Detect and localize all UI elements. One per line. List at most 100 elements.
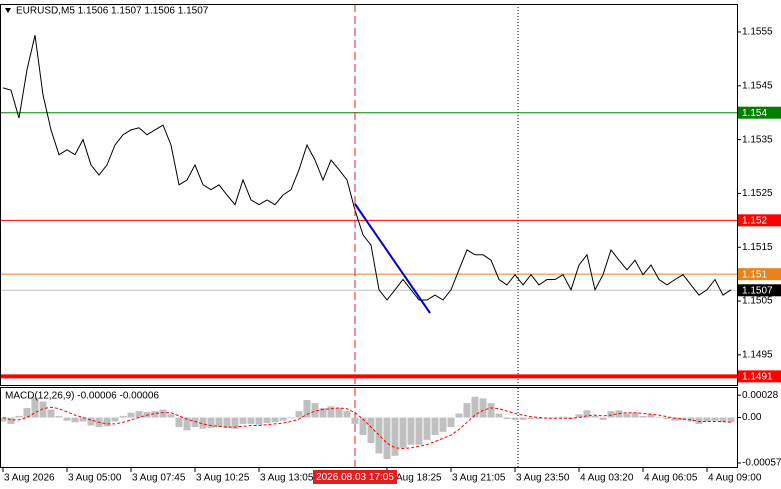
layer	[0, 4, 737, 467]
macd-bar	[655, 416, 663, 418]
macd-bar	[119, 415, 127, 418]
level-label: 1.154	[742, 108, 767, 119]
macd-bar	[727, 417, 735, 423]
macd-bar	[303, 399, 311, 418]
x-tick-label: 3 Aug 2026	[4, 473, 55, 484]
x-tick-label: Aug 18:25	[396, 473, 442, 484]
macd-bar	[175, 417, 183, 428]
macd-bar	[319, 407, 327, 418]
macd-bar	[583, 410, 591, 418]
level-label: 1.152	[742, 215, 767, 226]
macd-bar	[695, 417, 703, 424]
macd-bar	[127, 412, 135, 418]
y-tick-label: 1.1545	[742, 80, 773, 91]
signal-line	[2, 406, 732, 450]
macd-bar	[0, 417, 7, 422]
macd-bar	[375, 417, 383, 454]
macd-bar	[647, 414, 655, 418]
macd-bar	[423, 417, 431, 440]
x-tick-label: 4 Aug 06:05	[644, 473, 698, 484]
macd-bar	[431, 417, 439, 436]
macd-bar	[391, 417, 399, 456]
macd-bar	[463, 403, 471, 418]
y-tick-label: 1.1515	[742, 242, 773, 253]
x-tick-label: 3 Aug 13:05	[260, 473, 314, 484]
macd-bar	[519, 417, 527, 420]
macd-bar	[359, 417, 367, 436]
y-tick-label: -0.00057	[742, 458, 781, 469]
macd-bar	[191, 417, 199, 428]
macd-bar	[239, 417, 247, 424]
macd-bar	[247, 417, 255, 424]
y-tick-label: 0.00	[742, 412, 762, 423]
cursor-label: 2026.08.03 17:05	[316, 472, 394, 483]
y-tick-label: 1.1495	[742, 350, 773, 361]
macd-bar	[367, 417, 375, 444]
macd-bar	[455, 413, 463, 418]
x-tick-label: 4 Aug 03:20	[580, 473, 634, 484]
macd-bar	[407, 417, 415, 445]
macd-bar	[719, 417, 727, 423]
level-label-box	[738, 268, 781, 281]
macd-bar	[599, 417, 607, 420]
macd-bar	[55, 415, 63, 418]
level-label-box	[738, 106, 781, 119]
macd-bar	[39, 401, 47, 418]
macd-bar	[7, 417, 15, 424]
layer: 1.154 1.152 1.151 1.1507 1.1491 2026.08.03 17…	[313, 106, 781, 484]
macd-bar	[279, 417, 287, 421]
macd-bar	[15, 415, 23, 418]
macd-bar	[623, 413, 631, 418]
macd-bar	[511, 417, 519, 420]
layer: 1.1555 1.1545 1.1535 1.1525 1.1515 1.1505 1.14…	[2, 27, 781, 484]
macd-bar	[31, 397, 39, 418]
macd-bar	[207, 417, 215, 428]
indicator-title: MACD(12,26,9) -0.00006 -0.00006	[5, 391, 159, 402]
x-tick-label: 4 Aug 09:00	[708, 473, 762, 484]
macd-bar	[575, 414, 583, 418]
macd-bar	[111, 417, 119, 422]
y-tick-label: 0.00028	[742, 390, 779, 401]
macd-bar	[335, 407, 343, 418]
macd-bar	[271, 417, 279, 423]
macd-bar	[471, 396, 479, 418]
level-label: 1.151	[742, 269, 767, 280]
macd-bar	[47, 409, 55, 418]
macd-bar	[447, 417, 455, 428]
macd-bar	[591, 415, 599, 418]
macd-bar	[639, 415, 647, 418]
macd-bar	[607, 411, 615, 418]
macd-bar	[167, 414, 175, 418]
x-tick-label: 3 Aug 05:00	[68, 473, 122, 484]
macd-frame	[0, 387, 738, 468]
macd-bar	[327, 406, 335, 418]
macd-bar	[383, 417, 391, 460]
macd-bar	[343, 411, 351, 418]
macd-bar	[215, 417, 223, 428]
y-tick-label: 1.1555	[742, 27, 773, 38]
level-label: 1.1507	[742, 285, 773, 296]
y-tick-label: 1.1525	[742, 188, 773, 199]
macd-bar	[135, 411, 143, 418]
macd-bar	[255, 417, 263, 425]
macd-bar	[223, 417, 231, 428]
macd-bar	[151, 411, 159, 418]
macd-bar	[63, 417, 71, 421]
macd-bar	[559, 416, 567, 418]
menu-arrow[interactable]	[5, 8, 11, 13]
macd-bar	[159, 409, 167, 418]
macd-bar	[671, 417, 679, 421]
macd-bar	[527, 417, 535, 420]
macd-bar	[703, 417, 711, 422]
level-label-box	[738, 370, 781, 383]
x-tick-label: 3 Aug 21:05	[452, 473, 506, 484]
macd-bar	[287, 417, 295, 419]
price-frame	[0, 4, 738, 386]
macd-bar	[79, 417, 87, 422]
macd-bar	[503, 417, 511, 420]
macd-bar	[71, 417, 79, 423]
trend-line	[354, 203, 431, 314]
macd-bar	[479, 398, 487, 418]
macd-bar	[199, 417, 207, 429]
